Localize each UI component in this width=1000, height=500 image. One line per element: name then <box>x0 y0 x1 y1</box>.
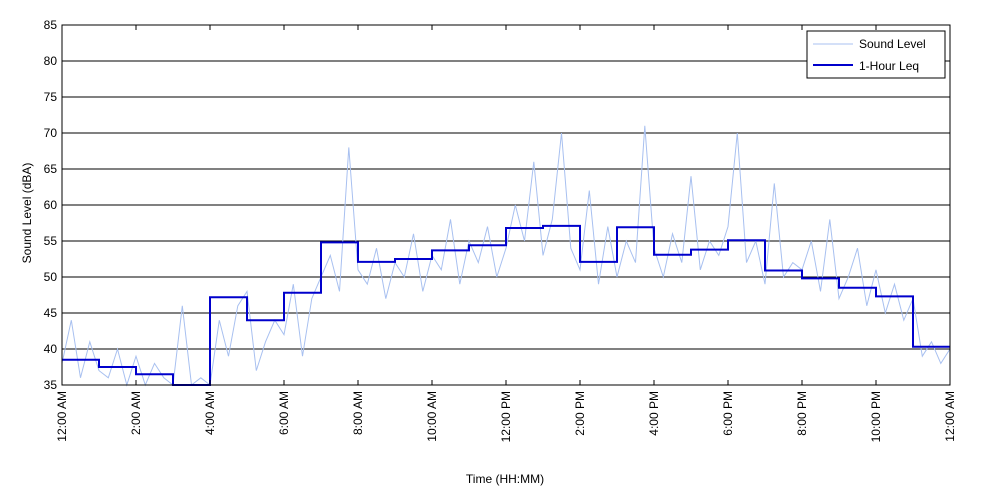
legend-label-sound-level: Sound Level <box>859 37 926 51</box>
x-tick-label: 6:00 PM <box>721 391 735 436</box>
x-axis-ticks: 12:00 AM 2:00 AM 4:00 AM 6:00 AM 8:00 AM 10:0… <box>55 25 957 442</box>
y-tick-label: 85 <box>44 18 58 32</box>
x-tick-label: 2:00 AM <box>129 391 143 435</box>
y-tick-label: 60 <box>44 198 58 212</box>
y-tick-label: 70 <box>44 126 58 140</box>
x-tick-label: 10:00 PM <box>869 391 883 442</box>
x-tick-label: 12:00 PM <box>499 391 513 442</box>
x-axis-label: Time (HH:MM) <box>466 472 544 486</box>
series-leq-step-line <box>62 224 950 386</box>
x-tick-label: 4:00 AM <box>203 391 217 435</box>
x-tick-label: 12:00 AM <box>943 391 957 442</box>
x-tick-label: 10:00 AM <box>425 391 439 442</box>
x-tick-label: 6:00 AM <box>277 391 291 435</box>
legend: Sound Level 1-Hour Leq <box>806 30 946 79</box>
legend-label-leq: 1-Hour Leq <box>859 59 919 73</box>
y-tick-label: 75 <box>44 90 58 104</box>
y-tick-label: 80 <box>44 54 58 68</box>
x-tick-label: 4:00 PM <box>647 391 661 436</box>
x-tick-label: 8:00 AM <box>351 391 365 435</box>
y-tick-label: 40 <box>44 342 58 356</box>
y-tick-label: 50 <box>44 270 58 284</box>
y-tick-label: 35 <box>44 378 58 392</box>
y-axis-ticks: 35 40 45 50 55 60 65 70 75 80 85 <box>44 18 950 392</box>
x-tick-label: 12:00 AM <box>55 391 69 442</box>
y-tick-label: 45 <box>44 306 58 320</box>
y-tick-label: 65 <box>44 162 58 176</box>
x-tick-label: 8:00 PM <box>795 391 809 436</box>
legend-box <box>806 30 946 79</box>
x-tick-label: 2:00 PM <box>573 391 587 436</box>
y-axis-label: Sound Level (dBA) <box>20 163 34 264</box>
y-tick-label: 55 <box>44 234 58 248</box>
